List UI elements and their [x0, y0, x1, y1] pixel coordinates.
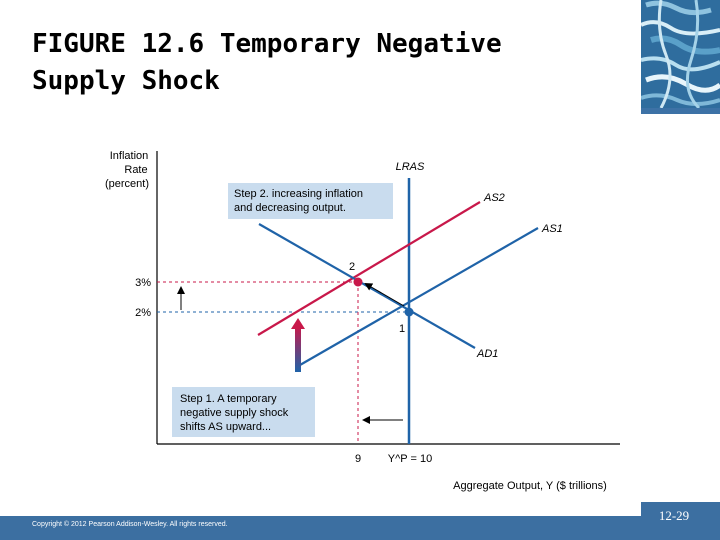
slide-title: FIGURE 12.6 Temporary Negative Supply Sh… — [32, 26, 622, 100]
y-axis-label-3: (percent) — [105, 178, 149, 190]
title-line-1: FIGURE 12.6 Temporary Negative — [32, 29, 502, 59]
as2-label: AS2 — [483, 192, 505, 204]
decoration-strip — [641, 108, 720, 114]
step1-line-1: Step 1. A temporary — [180, 393, 277, 405]
y-tick-2pct: 2% — [135, 307, 151, 319]
step2-line-1: Step 2. increasing inflation — [234, 188, 363, 200]
step1-line-3: shifts AS upward... — [180, 421, 271, 433]
x-tick-yp: Y^P = 10 — [388, 453, 432, 465]
step2-line-2: and decreasing output. — [234, 202, 346, 214]
title-line-2: Supply Shock — [32, 66, 220, 96]
copyright-text: Copyright © 2012 Pearson Addison-Wesley.… — [32, 521, 228, 528]
page-number: 12-29 — [658, 508, 690, 523]
x-tick-9: 9 — [355, 453, 361, 465]
y-axis-label-1: Inflation — [110, 150, 149, 162]
page-number-box — [641, 502, 720, 540]
point-2-label: 2 — [349, 261, 355, 273]
y-axis-label-2: Rate — [124, 164, 147, 176]
y-tick-3pct: 3% — [135, 277, 151, 289]
mosaic-decoration-icon — [641, 0, 720, 108]
arrow-1-to-2 — [364, 282, 405, 307]
step2-box — [228, 183, 393, 219]
lras-label: LRAS — [396, 161, 425, 173]
shock-arrow-shaft — [295, 326, 301, 372]
point-2 — [353, 277, 363, 287]
as1-label: AS1 — [541, 223, 563, 235]
as2-line — [257, 201, 481, 336]
shock-arrow-head — [291, 318, 305, 329]
point-1 — [404, 307, 414, 317]
step1-line-2: negative supply shock — [180, 407, 289, 419]
x-axis-label: Aggregate Output, Y ($ trillions) — [453, 480, 607, 492]
ad1-line — [258, 223, 476, 349]
supply-shock-diagram: Inflation Rate (percent) 3% 2% 9 Y^P = 1… — [105, 150, 620, 492]
ad1-label: AD1 — [476, 348, 498, 360]
point-1-label: 1 — [399, 323, 405, 335]
footer-bar — [0, 516, 720, 540]
as1-line — [299, 227, 539, 366]
step1-box — [172, 387, 315, 437]
